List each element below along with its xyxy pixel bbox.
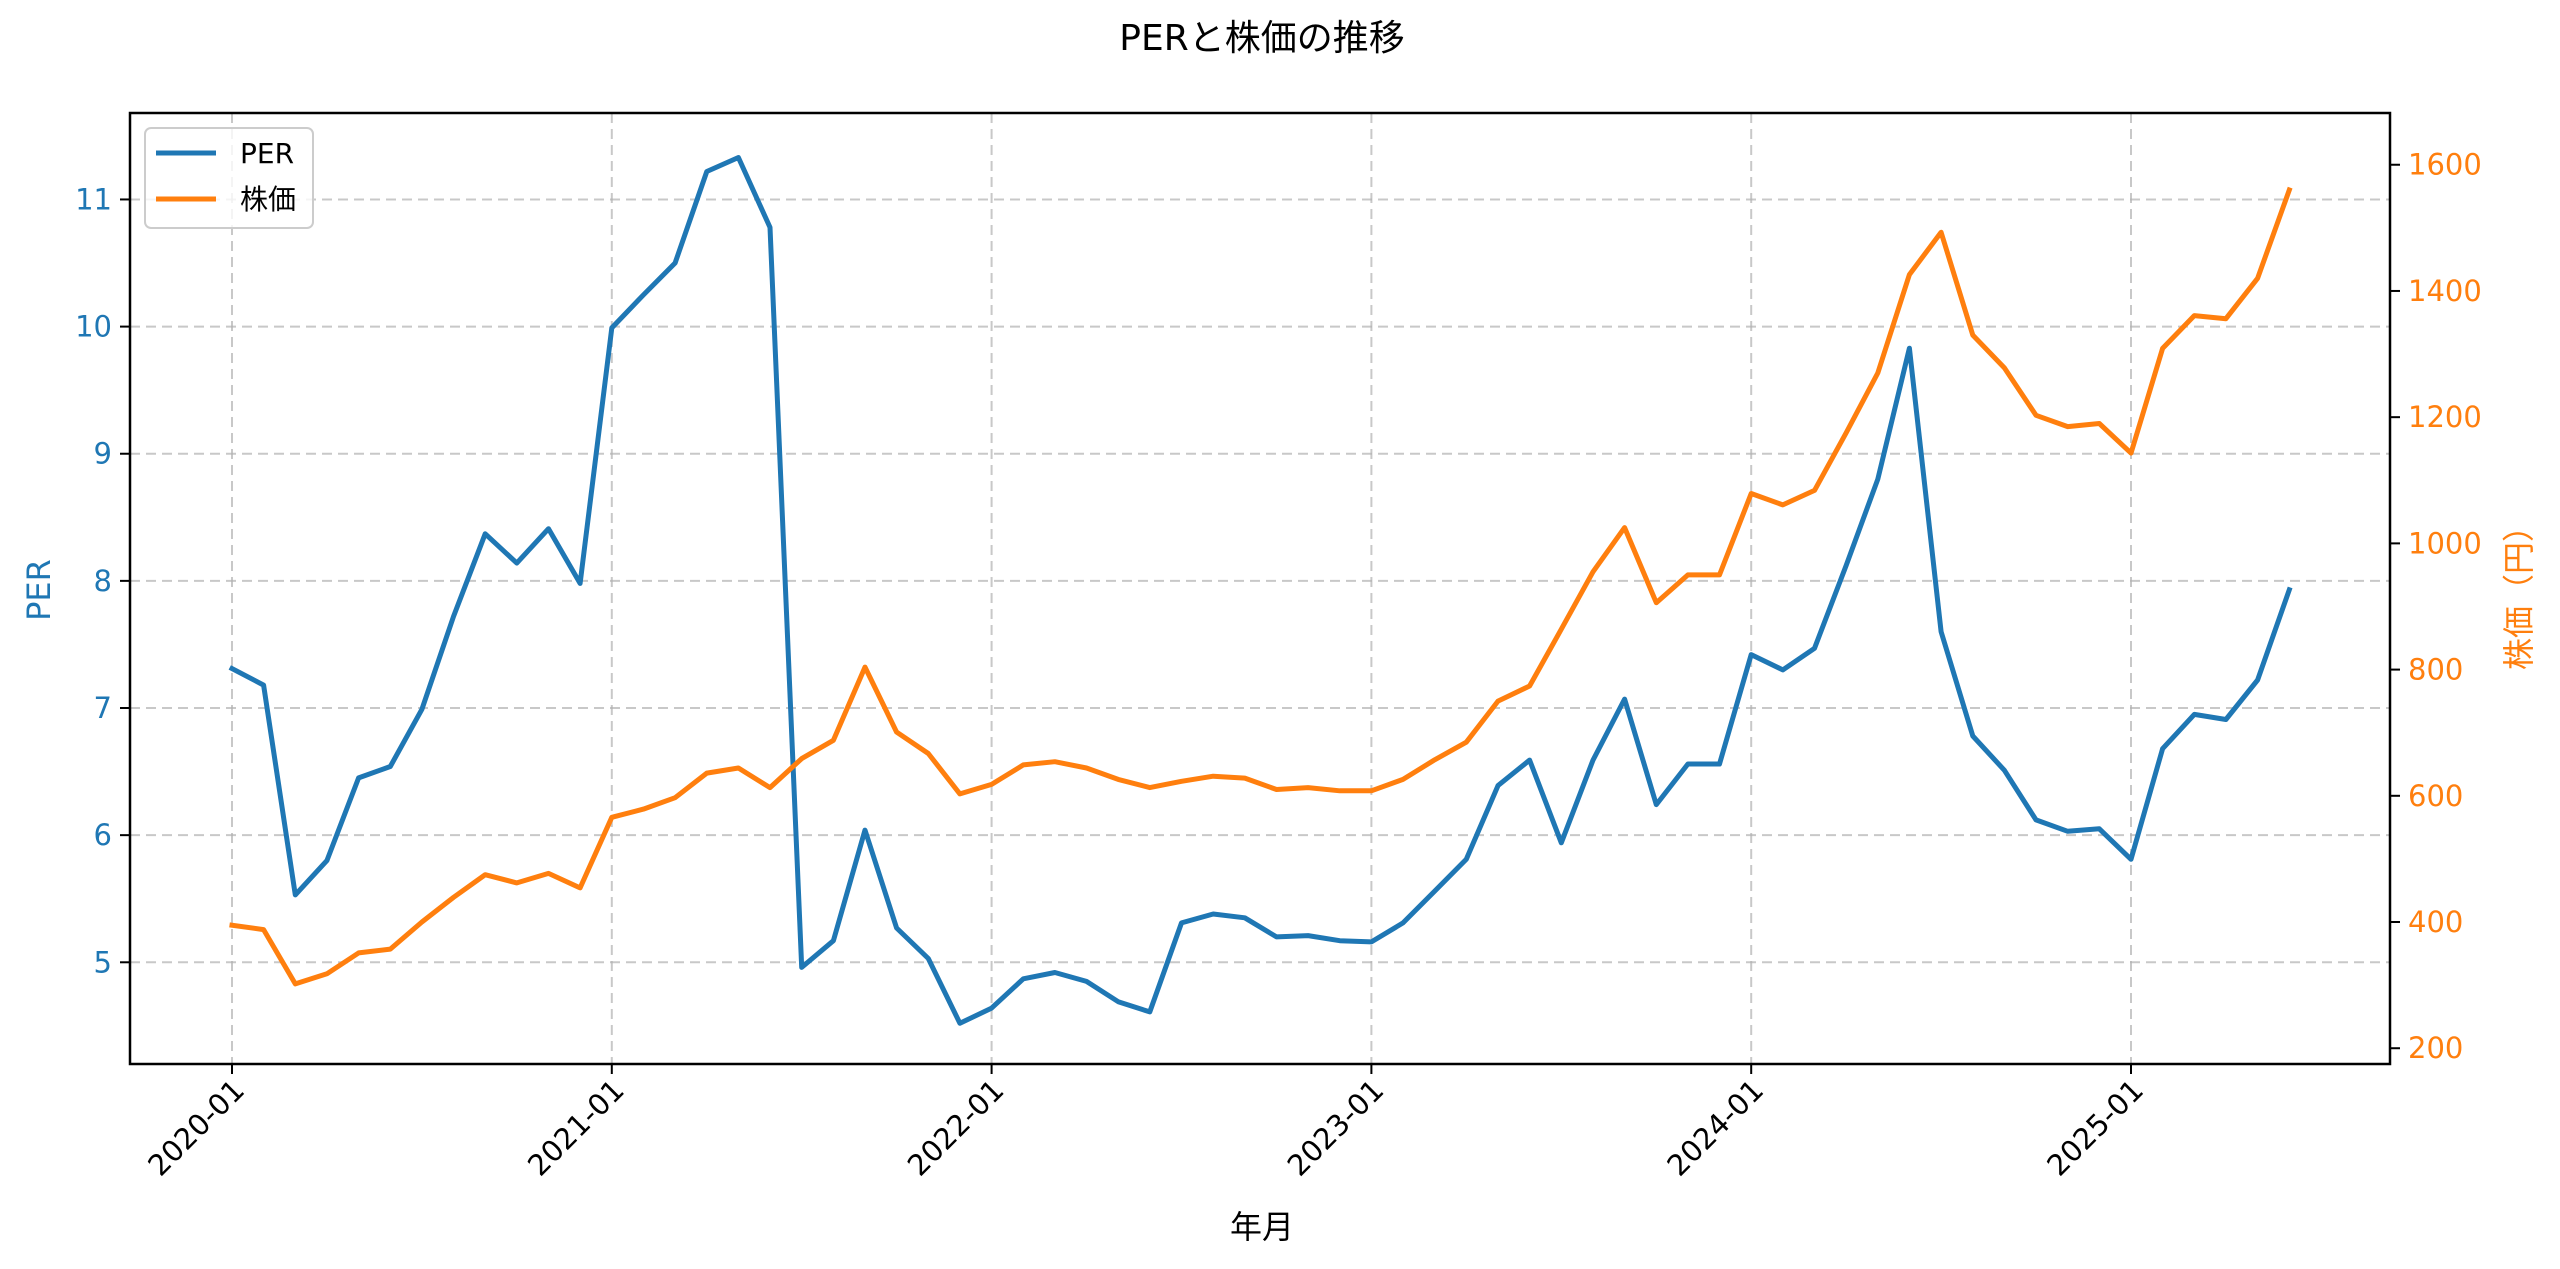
- chart-title: PERと株価の推移: [1119, 18, 1404, 59]
- right-tick-label: 600: [2408, 779, 2463, 813]
- price-line: [229, 186, 2293, 987]
- left-tick-label: 5: [94, 945, 112, 979]
- per-line: [228, 155, 2293, 1026]
- right-tick-label: 1400: [2408, 274, 2482, 308]
- left-tick-label: 10: [75, 310, 112, 344]
- x-tick-label: 2022-01: [901, 1073, 1011, 1183]
- left-tick-label: 9: [94, 437, 112, 471]
- right-tick-label: 1000: [2408, 526, 2482, 560]
- series-layer: [228, 155, 2293, 1026]
- x-tick-label: 2021-01: [521, 1073, 631, 1183]
- legend-label-per: PER: [240, 137, 294, 170]
- x-axis-label: 年月: [1230, 1208, 1294, 1246]
- left-tick-label: 6: [94, 818, 112, 852]
- legend: PER 株価: [144, 127, 314, 229]
- right-tick-label: 200: [2408, 1031, 2463, 1065]
- y-axis-label-right: 株価（円）: [2500, 510, 2538, 670]
- right-tick-label: 400: [2408, 905, 2463, 939]
- plot-frame: [128, 111, 2392, 1066]
- right-tick-label: 800: [2408, 653, 2463, 687]
- x-tick-label: 2020-01: [141, 1073, 251, 1183]
- x-tick-label: 2025-01: [2040, 1073, 2150, 1183]
- legend-label-price: 株価: [240, 183, 296, 216]
- grid-lines: [130, 113, 2390, 1064]
- x-tick-label: 2024-01: [1660, 1073, 1770, 1183]
- right-y-axis: 200 400 600 800 1000 1200 1400 1600: [2390, 148, 2482, 1065]
- left-tick-label: 7: [94, 691, 112, 725]
- x-tick-label: 2023-01: [1281, 1073, 1391, 1183]
- x-axis: 2020-01 2021-01 2022-01 2023-01 2024-01 2025-…: [141, 1064, 2150, 1183]
- left-y-axis: 5 6 7 8 9 10 11: [75, 182, 130, 979]
- right-tick-label: 1200: [2408, 400, 2482, 434]
- left-tick-label: 8: [94, 564, 112, 598]
- left-tick-label: 11: [75, 182, 112, 216]
- y-axis-label-left: PER: [20, 559, 58, 621]
- right-tick-label: 1600: [2408, 148, 2482, 182]
